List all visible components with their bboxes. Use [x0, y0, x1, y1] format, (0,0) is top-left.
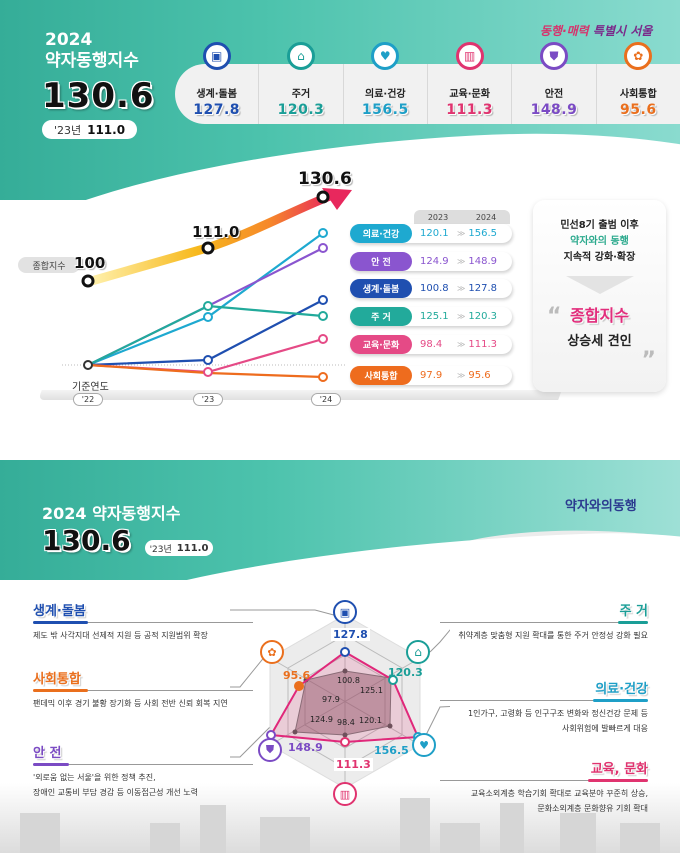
radar-label-2023-social: 97.9	[322, 695, 340, 704]
house-icon: ⌂	[406, 640, 430, 664]
table-row: 교육·문화 98.4 ≫ 111.3	[350, 335, 512, 354]
house-icon: ⌂	[286, 42, 315, 70]
bottom-panel: 2024 약자동행지수 130.6 '23년 111.0 약자와의동행 생계·돌봄…	[0, 460, 680, 853]
radar-label-2023-livelihood: 100.8	[337, 676, 360, 685]
comparison-table-header: 2023 2024	[414, 210, 510, 224]
table-row: 생계·돌봄 100.8 ≫ 127.8	[350, 279, 512, 298]
table-row: 의료·건강 120.1 ≫ 156.5	[350, 224, 512, 243]
category-health: ♥ 의료·건강 156.5	[344, 42, 428, 124]
category-safety: ⛊ 안전 148.9	[512, 42, 597, 124]
heart-hands-icon: ♥	[371, 42, 400, 70]
close-quote-icon: ”	[641, 348, 656, 373]
people-hands-icon: ✿	[624, 42, 653, 70]
section-title: 2024 약자동행지수	[42, 504, 181, 523]
radar-label-2024-social: 95.6	[283, 669, 311, 682]
overall-index-badge: 종합지수	[18, 257, 80, 273]
radar-label-2023-housing: 125.1	[360, 686, 383, 695]
shield-lock-icon: ⛊	[539, 42, 568, 70]
x-tick-2022: '22	[73, 393, 103, 406]
x-tick-2024: '24	[311, 393, 341, 406]
shield-lock-icon: ⛊	[258, 738, 282, 762]
radar-label-2024-housing: 120.3	[388, 666, 423, 679]
people-hands-icon: ✿	[260, 640, 284, 664]
book-icon: ▥	[455, 42, 484, 70]
book-icon: ▥	[333, 782, 357, 806]
radar-label-2023-education: 98.4	[337, 718, 355, 727]
top-panel: 2024 약자동행지수 130.6 '23년 111.0 동행·매력 특별시 서울…	[0, 0, 680, 420]
category-livelihood: ▣ 생계·돌봄 127.8	[175, 42, 260, 124]
table-row: 안 전 124.9 ≫ 148.9	[350, 252, 512, 271]
section-social-integration: 사회통합 팬데믹 이후 경기 불황 장기화 등 사회 전반 신뢰 회복 지연	[33, 668, 253, 711]
radar-chart	[230, 609, 450, 789]
table-row: 주 거 125.1 ≫ 120.3	[350, 307, 512, 326]
section-livelihood: 생계·돌봄 제도 밖 사각지대 선제적 지원 등 공적 지원범위 확장	[33, 600, 253, 643]
trend-line-chart	[62, 188, 352, 382]
open-quote-icon: “	[547, 304, 562, 329]
section-housing: 주 거 취약계층 맞춤형 지원 확대를 통한 주거 안정성 강화 필요	[440, 600, 648, 643]
overall-index-value: 130.6	[42, 76, 155, 116]
wallet-care-icon: ▣	[333, 600, 357, 624]
overall-index-value: 130.6	[42, 524, 131, 557]
radar-label-2023-safety: 124.9	[310, 715, 333, 724]
heart-hands-icon: ♥	[412, 733, 436, 757]
summary-callout: 민선8기 출범 이후 약자와의 동행 지속적 강화·확장 “ 종합지수 상승세 …	[533, 200, 666, 392]
category-social-integration: ✿ 사회통합 95.6	[597, 42, 680, 124]
radar-label-2024-livelihood: 127.8	[331, 628, 370, 641]
section-education: 교육, 문화 교육소외계층 학습기회 확대로 교육분야 꾸준히 상승, 문화소외…	[440, 758, 648, 816]
city-skyline-background	[0, 783, 680, 853]
x-tick-2023: '23	[193, 393, 223, 406]
base-year-label: 기준연도	[72, 382, 109, 393]
table-row: 사회통합 97.9 ≫ 95.6	[350, 366, 512, 385]
x-axis-base	[38, 390, 562, 400]
page-title: 2024 약자동행지수	[45, 30, 139, 71]
section-health: 의료·건강 1인가구, 고령화 등 인구구조 변화와 정신건강 문제 등 사회위…	[440, 678, 648, 736]
radar-label-2024-health: 156.5	[374, 744, 409, 757]
category-housing: ⌂ 주거 120.3	[259, 42, 344, 124]
category-education: ▥ 교육·문화 111.3	[428, 42, 513, 124]
previous-year-badge: '23년 111.0	[145, 540, 213, 556]
overall-point-2022: 100	[74, 254, 106, 272]
radar-label-2023-health: 120.1	[359, 716, 382, 725]
radar-label-2024-safety: 148.9	[288, 741, 323, 754]
campaign-logo: 약자와의동행	[565, 499, 637, 514]
seoul-slogan-logo: 동행·매력 특별시 서울	[540, 24, 653, 38]
previous-year-badge: '23년 111.0	[42, 120, 137, 139]
wallet-care-icon: ▣	[202, 42, 231, 70]
overall-point-2024: 130.6	[298, 169, 352, 189]
overall-point-2023: 111.0	[192, 223, 240, 241]
category-summary-bar: ▣ 생계·돌봄 127.8 ⌂ 주거 120.3 ♥ 의료·건강 156.5 ▥…	[175, 42, 680, 124]
chevron-down-icon	[565, 276, 634, 294]
radar-label-2024-education: 111.3	[334, 758, 373, 771]
section-safety: 안 전 '외로움 없는 서울'을 위한 정책 추진, 장애인 교통비 부담 경감…	[33, 742, 253, 800]
